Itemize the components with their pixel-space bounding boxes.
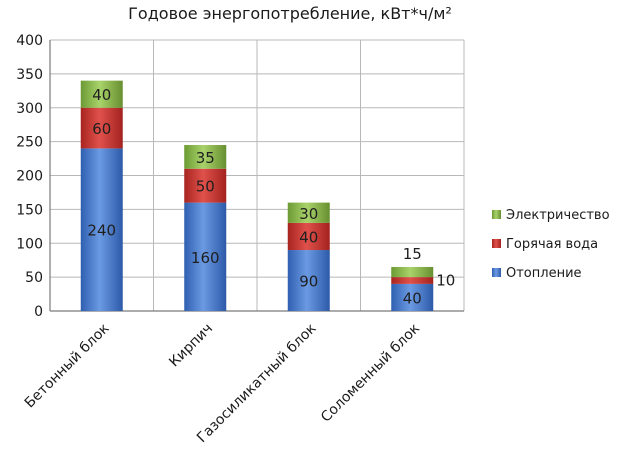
data-label: 240 — [87, 222, 116, 240]
data-label: 40 — [299, 228, 318, 246]
data-label: 30 — [299, 205, 318, 223]
data-label: 60 — [92, 120, 111, 138]
x-tick-label: Кирпич — [166, 321, 216, 371]
data-label: 90 — [299, 273, 318, 291]
x-tick-label: Бетонный блок — [22, 321, 113, 412]
x-tick-label: Соломенный блок — [318, 321, 423, 426]
y-tick-label: 150 — [16, 202, 43, 218]
legend-label-hot-water: Горячая вода — [506, 237, 598, 252]
data-label: 10 — [436, 272, 455, 290]
legend-swatch-electricity — [492, 210, 501, 219]
data-label: 40 — [92, 86, 111, 104]
bar-electricity — [391, 266, 434, 278]
bar-heating — [287, 250, 330, 311]
legend-label-heating: Отопление — [506, 266, 582, 281]
bar-hot-water — [287, 222, 330, 251]
bar-heating — [80, 148, 123, 311]
bar-electricity — [80, 80, 123, 108]
legend-label-electricity: Электричество — [506, 208, 610, 223]
y-tick-label: 200 — [16, 169, 43, 185]
legend-swatch-hot-water — [492, 239, 501, 248]
y-tick-label: 300 — [16, 101, 43, 117]
legend-swatch-heating — [492, 268, 501, 277]
bar-hot-water — [391, 277, 434, 284]
bar-heating — [391, 283, 434, 311]
bar-hot-water — [184, 168, 227, 203]
y-tick-label: 100 — [16, 236, 43, 252]
data-label: 15 — [403, 245, 422, 263]
data-label: 35 — [196, 149, 215, 167]
data-label: 160 — [191, 249, 220, 267]
y-tick-label: 350 — [16, 67, 43, 83]
bar-electricity — [287, 202, 330, 223]
y-tick-label: 250 — [16, 135, 43, 151]
bar-hot-water — [80, 107, 123, 149]
y-tick-label: 400 — [16, 33, 43, 49]
y-tick-label: 50 — [25, 270, 43, 286]
x-tick-label: Газосиликатный блок — [194, 321, 320, 447]
data-label: 50 — [196, 178, 215, 196]
y-tick-label: 0 — [34, 304, 43, 320]
data-label: 40 — [403, 289, 422, 307]
bar-heating — [184, 202, 227, 311]
chart-title: Годовое энергопотребление, кВт*ч/м² — [128, 4, 452, 23]
bar-electricity — [184, 145, 227, 169]
